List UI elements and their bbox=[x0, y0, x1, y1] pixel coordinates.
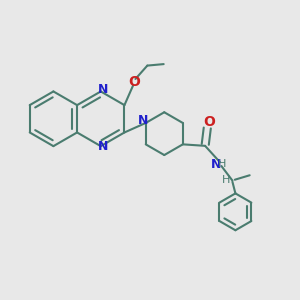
Text: O: O bbox=[203, 116, 215, 129]
Text: O: O bbox=[128, 75, 140, 89]
Text: H: H bbox=[218, 159, 226, 169]
Text: N: N bbox=[211, 158, 221, 171]
Text: N: N bbox=[98, 140, 108, 153]
Text: N: N bbox=[98, 83, 108, 97]
Text: N: N bbox=[138, 114, 148, 128]
Text: H: H bbox=[222, 175, 231, 185]
